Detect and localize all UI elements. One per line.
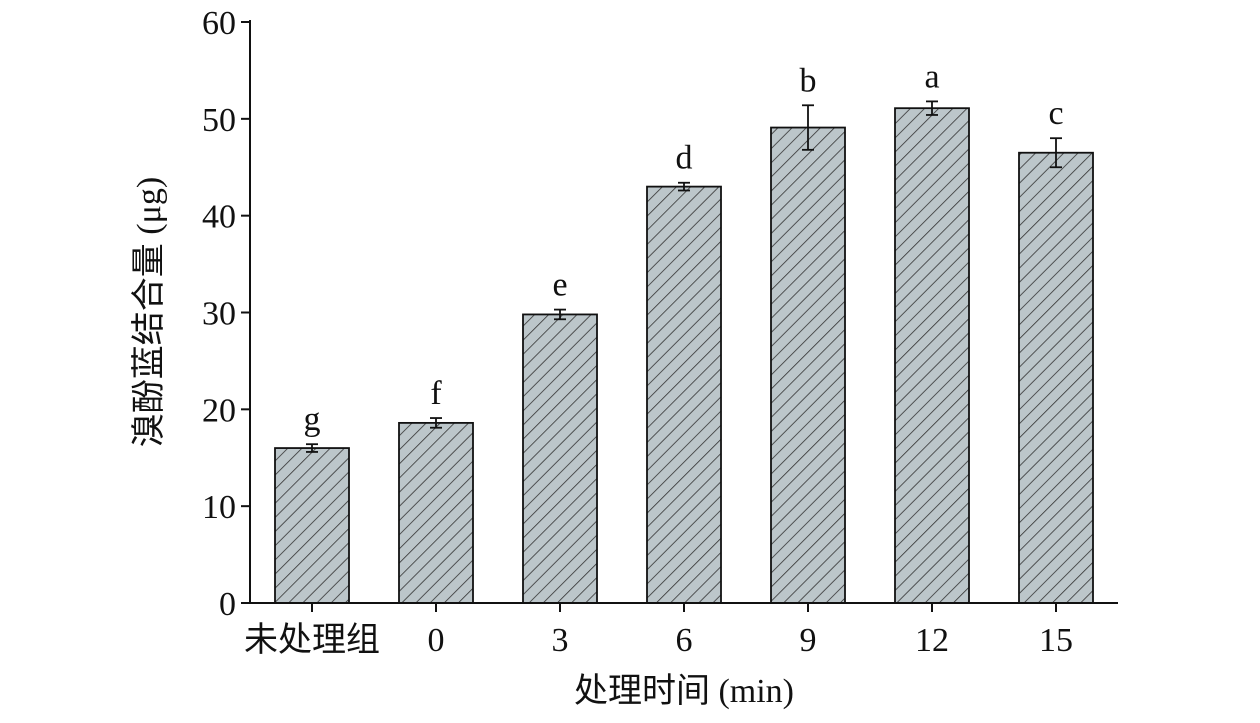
error-bar (554, 308, 566, 321)
y-tick-label: 50 (202, 102, 236, 139)
y-tick-label: 30 (202, 296, 236, 333)
error-bar (678, 181, 690, 192)
x-tick-label: 6 (676, 622, 693, 659)
y-tick-label: 20 (202, 392, 236, 429)
y-axis-label: 溴酚蓝结合量 (μg) (130, 177, 168, 447)
significance-label: a (924, 58, 939, 95)
significance-label: g (304, 401, 321, 438)
error-bar (306, 443, 318, 453)
bar (894, 107, 970, 604)
bar (1018, 151, 1094, 604)
significance-label: d (676, 140, 693, 177)
bar (522, 313, 598, 604)
x-axis-label: 处理时间 (min) (574, 673, 794, 710)
bar (646, 185, 722, 604)
significance-label: b (800, 62, 817, 99)
x-tick-label: 9 (800, 622, 817, 659)
x-tick-label: 12 (915, 622, 949, 659)
error-bar (430, 417, 442, 429)
y-tick-label: 10 (202, 489, 236, 526)
y-tick-label: 0 (219, 586, 236, 623)
y-tick-label: 60 (202, 5, 236, 42)
x-tick-label: 0 (428, 622, 445, 659)
bar (274, 447, 350, 604)
error-bar (802, 104, 814, 151)
error-bar (926, 100, 938, 116)
x-tick-label: 未处理组 (244, 621, 380, 659)
significance-label: c (1048, 95, 1063, 132)
error-bar (1050, 137, 1062, 169)
y-tick-label: 40 (202, 199, 236, 236)
bar (398, 421, 474, 604)
x-tick-label: 15 (1039, 622, 1073, 659)
bar (770, 126, 846, 604)
significance-label: e (552, 267, 567, 304)
significance-label: f (430, 375, 442, 412)
x-tick-label: 3 (552, 622, 569, 659)
